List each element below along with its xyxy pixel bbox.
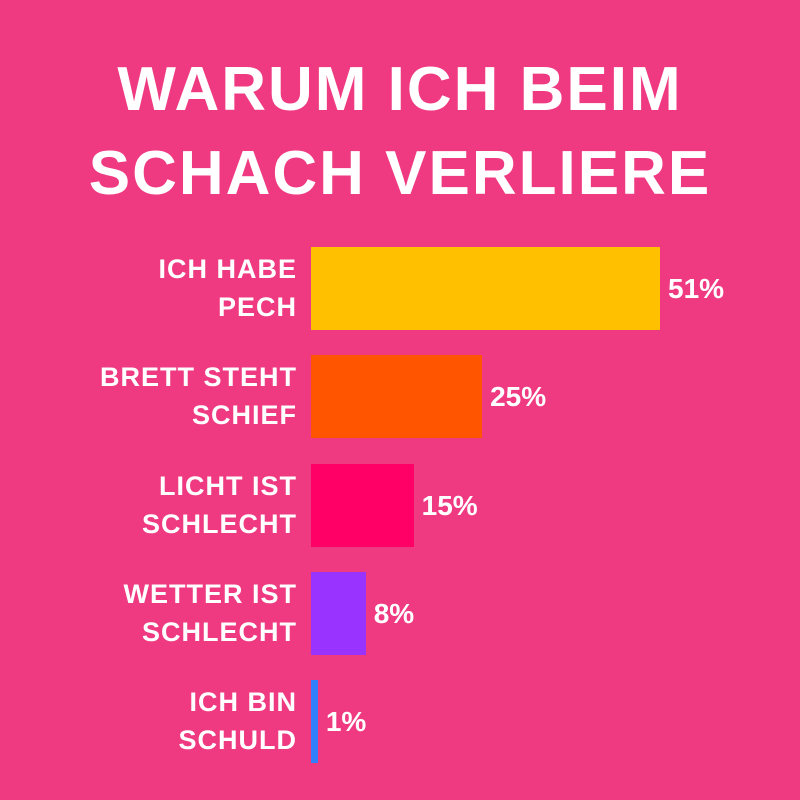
bar <box>311 355 483 439</box>
chart-title: WARUM ICH BEIM SCHACH VERLIERE <box>88 55 712 208</box>
bar <box>311 680 318 764</box>
category-label: ICH HABE PECH <box>158 254 297 322</box>
value-label: 25% <box>490 381 547 413</box>
category-label: BRETT STEHT SCHIEF <box>100 362 297 431</box>
bar <box>311 463 414 547</box>
bar <box>311 571 366 655</box>
category-label: LICHT IST SCHLECHT <box>142 470 297 539</box>
value-label: 51% <box>668 273 725 304</box>
bar <box>311 247 660 330</box>
value-label: 8% <box>373 597 415 629</box>
category-label: ICH BIN SCHULD <box>178 687 297 756</box>
category-label: WETTER IST SCHLECHT <box>123 578 297 647</box>
value-label: 15% <box>421 489 478 521</box>
value-label: 1% <box>325 706 367 738</box>
